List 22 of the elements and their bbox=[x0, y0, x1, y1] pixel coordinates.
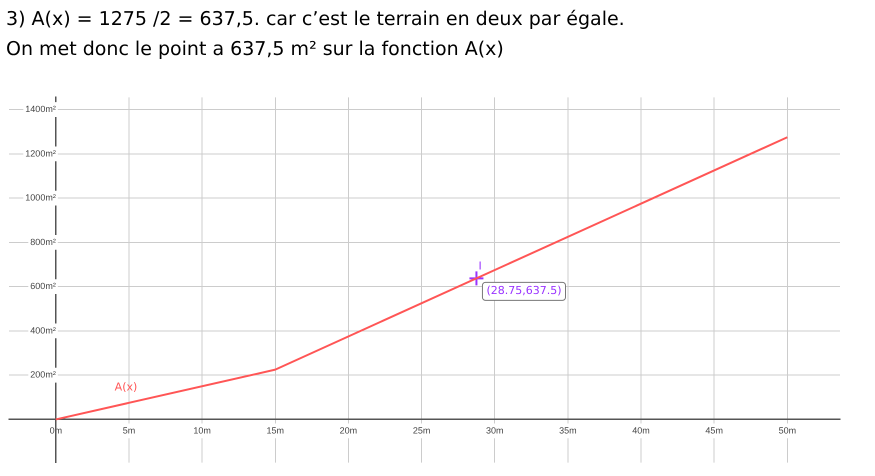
y-tick-label: 800m² bbox=[30, 236, 56, 247]
y-tick-label: 1400m² bbox=[25, 104, 56, 114]
x-tick-label: 10m bbox=[193, 425, 211, 436]
chart-title: 3) A(x) = 1275 /2 = 637,5. car c’est le terrain en deux par égale. bbox=[6, 7, 625, 32]
x-tick-label: 20m bbox=[340, 425, 358, 436]
x-tick-label: 35m bbox=[559, 425, 577, 436]
y-tick-label: 1000m² bbox=[25, 192, 56, 203]
annotation: (28.75,637.5) bbox=[486, 284, 562, 298]
x-tick-label: 45m bbox=[705, 425, 723, 436]
y-tick-label: 600m² bbox=[30, 281, 56, 292]
y-tick-label: 1200m² bbox=[25, 148, 56, 158]
x-tick-label: 5m bbox=[122, 425, 136, 436]
x-tick-label: 40m bbox=[632, 425, 650, 436]
y-tick-label: 200m² bbox=[30, 370, 56, 380]
x-tick-label: 50m bbox=[778, 425, 796, 436]
x-tick-label: 15m bbox=[266, 425, 284, 436]
series-label: I bbox=[478, 260, 482, 273]
y-tick-label: 400m² bbox=[30, 325, 56, 336]
series-label: A(x) bbox=[114, 380, 138, 394]
x-tick-label: 25m bbox=[412, 425, 430, 436]
chart-subtitle: On met donc le point a 637,5 m² sur la fonction A(x) bbox=[6, 37, 505, 62]
x-tick-label: 30m bbox=[486, 425, 504, 436]
